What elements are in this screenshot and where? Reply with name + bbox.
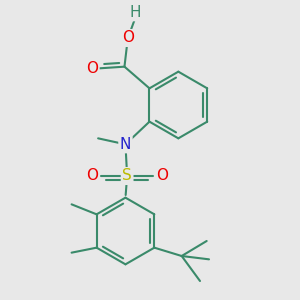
Text: O: O [156,169,168,184]
Text: H: H [129,5,141,20]
Text: N: N [120,137,131,152]
Text: S: S [122,169,132,184]
Text: O: O [86,61,98,76]
Text: O: O [86,169,98,184]
Text: O: O [122,31,134,46]
